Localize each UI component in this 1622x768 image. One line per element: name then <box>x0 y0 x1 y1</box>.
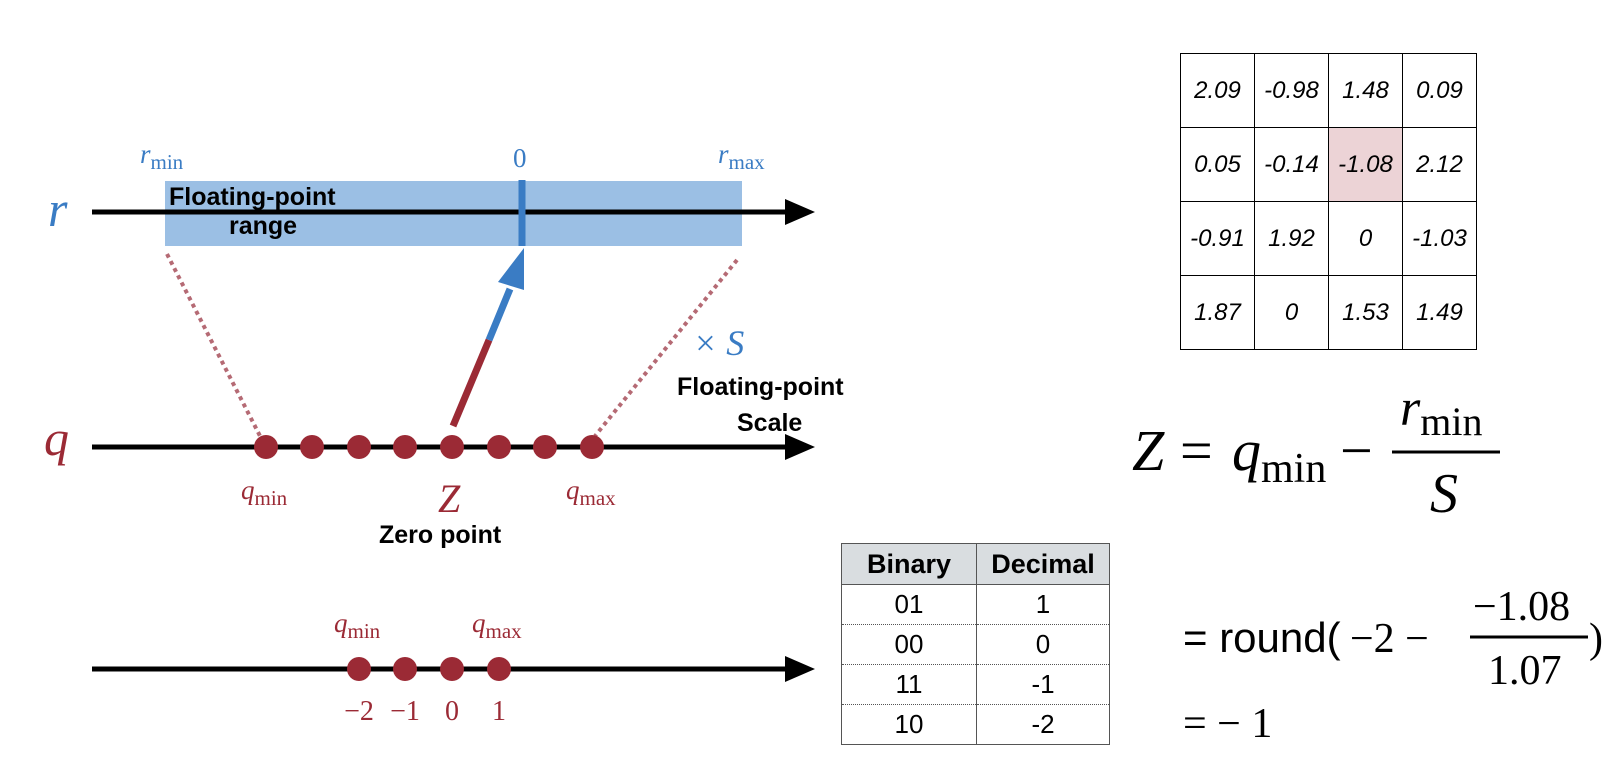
bottom-point <box>487 657 511 681</box>
table-header: Decimal <box>976 543 1110 585</box>
floating-point-range-label-line2: range <box>229 212 297 240</box>
binary-cell: 01 <box>841 584 977 625</box>
matrix-row: 1.87 0 1.53 1.49 <box>1180 275 1477 350</box>
bottom-point <box>393 657 417 681</box>
scale-symbol: × S <box>693 323 744 363</box>
matrix-cell: 0.05 <box>1180 127 1255 202</box>
table-row: 10 -2 <box>841 704 1110 745</box>
formula-q-min: qmin <box>1232 418 1326 492</box>
matrix-cell: 1.48 <box>1328 53 1403 128</box>
dotted-map-right <box>593 258 739 438</box>
zero-point-formula: Z = qmin − rmin S <box>1132 380 1500 525</box>
round-formula-close: ) <box>1589 616 1603 662</box>
tick-label: 0 <box>445 696 459 727</box>
tick-label: 1 <box>492 696 506 727</box>
matrix-cell: 2.09 <box>1180 53 1255 128</box>
formula-equals: = <box>1180 418 1213 483</box>
q-points <box>254 435 604 459</box>
tick-label: −1 <box>390 696 420 727</box>
dotted-map-left <box>165 253 262 437</box>
table-header: Binary <box>841 543 977 585</box>
round-formula-denominator: 1.07 <box>1488 648 1562 694</box>
formula-denominator: S <box>1430 463 1458 525</box>
r-zero-label: 0 <box>513 143 527 173</box>
zero-point-label: Zero point <box>379 521 502 549</box>
matrix-cell: 0 <box>1254 275 1329 350</box>
floating-point-range-label-line1: Floating-point <box>169 183 336 211</box>
bottom-points <box>347 657 511 681</box>
zero-point-arrow-red <box>449 338 493 428</box>
matrix-row: -0.91 1.92 0 -1.03 <box>1180 201 1477 276</box>
floating-point-scale-label-line2: Scale <box>737 409 802 437</box>
matrix-cell: -0.91 <box>1180 201 1255 276</box>
r-axis-arrowhead <box>785 199 815 225</box>
table-row: 00 0 <box>841 624 1110 665</box>
matrix-cell: -1.08 <box>1328 127 1403 202</box>
matrix-cell: 0.09 <box>1402 53 1477 128</box>
round-formula-prefix: = round( <box>1183 614 1341 661</box>
q-axis-label: q <box>44 410 69 466</box>
weight-matrix: 2.09 -0.98 1.48 0.09 0.05 -0.14 -1.08 2.12 -0.91… <box>1180 53 1477 350</box>
q-point <box>254 435 278 459</box>
formula-minus: − <box>1340 418 1373 483</box>
round-formula-mid: −2 − <box>1350 616 1429 662</box>
matrix-cell: -0.14 <box>1254 127 1329 202</box>
zero-point-arrowhead <box>498 248 524 290</box>
q-min-bottom-label: qmin <box>334 608 381 643</box>
round-formula-numerator: −1.08 <box>1473 584 1570 630</box>
matrix-cell: 1.49 <box>1402 275 1477 350</box>
q-point <box>440 435 464 459</box>
result-formula: = − 1 <box>1183 701 1272 747</box>
zero-point-arrow-blue <box>485 287 514 342</box>
matrix-cell: 1.53 <box>1328 275 1403 350</box>
q-point <box>580 435 604 459</box>
floating-point-scale-label-line1: Floating-point <box>677 373 844 401</box>
matrix-row: 2.09 -0.98 1.48 0.09 <box>1180 53 1477 128</box>
matrix-cell: 2.12 <box>1402 127 1477 202</box>
matrix-row: 0.05 -0.14 -1.08 2.12 <box>1180 127 1477 202</box>
decimal-cell: 1 <box>976 584 1110 625</box>
table-row: 11 -1 <box>841 664 1110 705</box>
q-max-bottom-label: qmax <box>472 608 522 643</box>
matrix-cell: 1.92 <box>1254 201 1329 276</box>
r-max-label: rmax <box>718 139 765 174</box>
formula-z: Z <box>1132 418 1165 483</box>
q-min-label: qmin <box>241 475 288 510</box>
matrix-cell: -1.03 <box>1402 201 1477 276</box>
q-point <box>487 435 511 459</box>
binary-cell: 11 <box>841 664 977 705</box>
r-min-label: rmin <box>140 139 184 174</box>
binary-cell: 10 <box>841 704 977 745</box>
formula-numerator: rmin <box>1400 380 1482 444</box>
z-label: Z <box>438 476 461 521</box>
bottom-axis-arrowhead <box>785 656 815 682</box>
q-point <box>347 435 371 459</box>
q-max-label: qmax <box>566 475 616 510</box>
decimal-cell: -2 <box>976 704 1110 745</box>
tick-label: −2 <box>344 696 374 727</box>
bottom-point <box>347 657 371 681</box>
q-axis-arrowhead <box>785 434 815 460</box>
decimal-cell: -1 <box>976 664 1110 705</box>
matrix-cell: 0 <box>1328 201 1403 276</box>
q-point <box>300 435 324 459</box>
matrix-cell: 1.87 <box>1180 275 1255 350</box>
binary-cell: 00 <box>841 624 977 665</box>
q-point <box>393 435 417 459</box>
q-point <box>533 435 557 459</box>
bottom-point <box>440 657 464 681</box>
decimal-cell: 0 <box>976 624 1110 665</box>
r-axis-label: r <box>48 181 68 237</box>
binary-decimal-table: Binary Decimal 01 1 00 0 11 -1 10 -2 <box>841 543 1110 745</box>
table-row: 01 1 <box>841 584 1110 625</box>
matrix-cell: -0.98 <box>1254 53 1329 128</box>
round-formula: = round( −2 − −1.08 1.07 ) <box>1183 584 1603 694</box>
